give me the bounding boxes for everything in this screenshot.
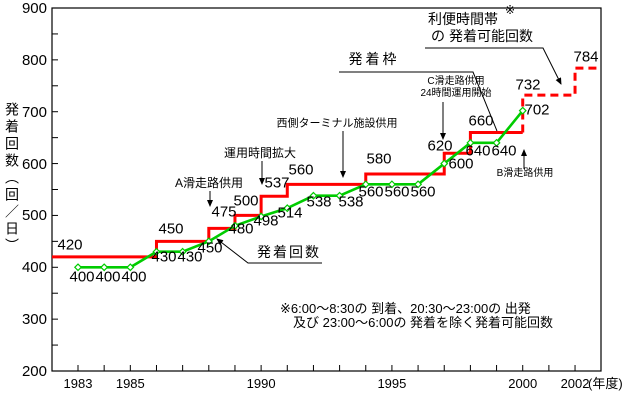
- data-point-marker: [283, 204, 292, 213]
- y-tick-label: 700: [21, 103, 47, 121]
- value-label: 560: [410, 183, 436, 201]
- label-actual-count: 発着回数: [257, 244, 321, 260]
- actual-count-leader: [216, 238, 322, 264]
- value-label: 400: [121, 268, 147, 286]
- value-label: 580: [366, 150, 392, 168]
- value-label: 420: [57, 236, 83, 254]
- data-point-marker: [414, 180, 423, 189]
- value-label: 620: [427, 137, 453, 155]
- x-tick-label: 1983: [63, 376, 93, 391]
- data-point-marker: [257, 212, 266, 221]
- y-tick-label: 900: [21, 0, 47, 17]
- y-tick-label: 500: [21, 207, 47, 225]
- x-tick-label: 1995: [377, 376, 407, 391]
- y-tick-label: 200: [21, 363, 47, 380]
- value-label: 560: [358, 183, 384, 201]
- x-tick-label: 2000: [508, 376, 538, 391]
- label-c-runway-line1: C滑走路供用: [427, 76, 485, 87]
- value-label: 702: [524, 101, 550, 119]
- y-tick-label: 300: [21, 311, 47, 329]
- label-convenient-hours-ref-mark: ※: [504, 3, 516, 17]
- value-label: 500: [233, 192, 259, 210]
- data-point-marker: [230, 221, 240, 230]
- convenient-hours-leader: [425, 47, 562, 85]
- value-label: 732: [515, 76, 541, 94]
- data-point-marker: [335, 191, 344, 200]
- value-label: 475: [211, 203, 237, 221]
- label-convenient-hours-line2: の 発着可能回数: [431, 28, 533, 44]
- data-point-marker: [204, 237, 213, 246]
- value-label: 538: [306, 193, 332, 211]
- x-tick-label: 1990: [246, 376, 276, 391]
- value-label: 560: [288, 161, 314, 179]
- actual-line: [78, 109, 524, 269]
- value-label: 784: [573, 48, 599, 66]
- y-tick-label: 400: [21, 259, 47, 277]
- label-ops-hours-extension: 運用時間拡大: [223, 146, 297, 160]
- label-a-runway: A滑走路供用: [174, 176, 244, 190]
- label-west-terminal: 西側ターミナル施設供用: [276, 117, 398, 130]
- value-label: 660: [468, 112, 494, 130]
- data-point-marker: [178, 247, 187, 256]
- y-axis-title: 発着回数（回／日）: [4, 102, 20, 255]
- data-point-marker: [73, 263, 83, 272]
- x-axis-unit-label: (年度): [588, 376, 623, 391]
- value-label: 498: [253, 212, 279, 230]
- data-point-marker: [518, 106, 527, 115]
- value-label: 430: [151, 248, 177, 266]
- label-b-runway: B滑走路供用: [496, 168, 554, 179]
- data-point-marker: [309, 191, 318, 200]
- value-label: 560: [384, 183, 410, 201]
- data-point-marker: [152, 247, 161, 256]
- value-label: 400: [69, 268, 95, 286]
- y-tick-label: 800: [21, 51, 47, 69]
- value-label: 640: [491, 142, 517, 160]
- slots-line: [52, 130, 523, 259]
- value-label: 430: [177, 248, 203, 266]
- footnote-line1: ※6:00～8:30の 到着、20:30～23:00の 出発: [280, 301, 531, 316]
- label-convenient-hours-line1: 利便時間帯: [428, 11, 498, 27]
- data-point-marker: [387, 180, 396, 189]
- footnote-line2: 及び 23:00～6:00の 発着を除く発着可能回数: [293, 315, 554, 330]
- value-label: 450: [158, 220, 184, 238]
- value-label: 537: [264, 174, 290, 192]
- value-label: 600: [448, 155, 474, 173]
- value-label: 450: [197, 239, 223, 257]
- data-point-marker: [466, 138, 475, 147]
- value-label: 640: [465, 142, 491, 160]
- value-label: 538: [338, 193, 364, 211]
- value-label: 480: [228, 220, 254, 238]
- label-slots: 発着枠: [348, 51, 400, 67]
- data-point-marker: [492, 138, 501, 147]
- value-label: 400: [95, 268, 121, 286]
- data-point-marker: [126, 263, 135, 272]
- y-tick-label: 600: [21, 155, 47, 173]
- value-label: 514: [277, 204, 303, 222]
- x-tick-label: 2002: [560, 376, 590, 391]
- label-c-runway-line2: 24時間運用開始: [420, 88, 492, 99]
- data-point-marker: [100, 263, 109, 272]
- x-tick-label: 1985: [115, 376, 145, 391]
- data-point-marker: [440, 159, 449, 168]
- slots-leader: [339, 71, 498, 132]
- data-point-marker: [361, 180, 370, 189]
